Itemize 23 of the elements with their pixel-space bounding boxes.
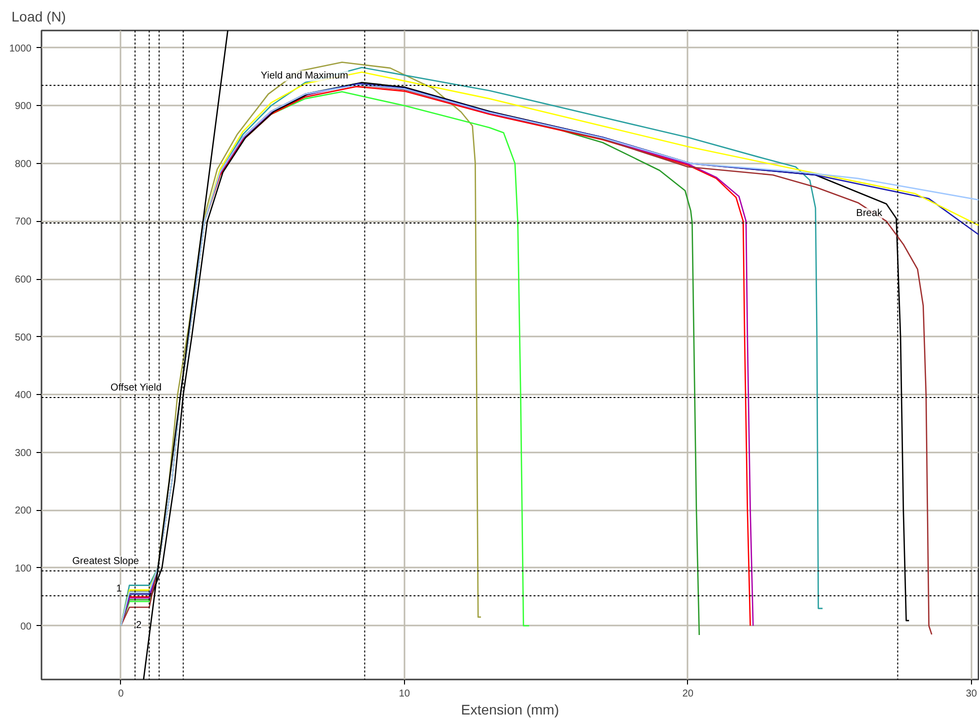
annotation: Break [856,208,884,219]
x-axis-title: Extension (mm) [460,702,560,718]
x-tick-label: 10 [398,688,410,700]
x-tick-label: 20 [682,688,694,700]
y-tick-label: 200 [14,506,32,517]
y-tick-label: 500 [14,332,32,344]
y-axis-title: Load (N) [12,8,66,24]
y-tick-label: 800 [14,158,32,170]
annotation: Offset Yield [110,382,162,394]
x-tick-label: 30 [966,688,978,700]
y-tick-label: 600 [14,274,32,286]
y-tick-label: 100 [14,563,32,574]
annotation: 1 [116,584,122,595]
y-tick-label: 700 [14,216,32,228]
annotation: 2 [136,620,142,632]
annotation: Yield and Maximum [260,70,348,82]
y-tick-label: 400 [14,390,32,402]
x-tick-label: 0 [118,688,124,700]
y-tick-label: 900 [14,101,32,112]
y-tick-label: 00 [20,621,32,632]
y-tick-label: 300 [14,448,32,459]
y-tick-label: 1000 [9,43,32,54]
annotation: Greatest Slope [72,556,140,567]
